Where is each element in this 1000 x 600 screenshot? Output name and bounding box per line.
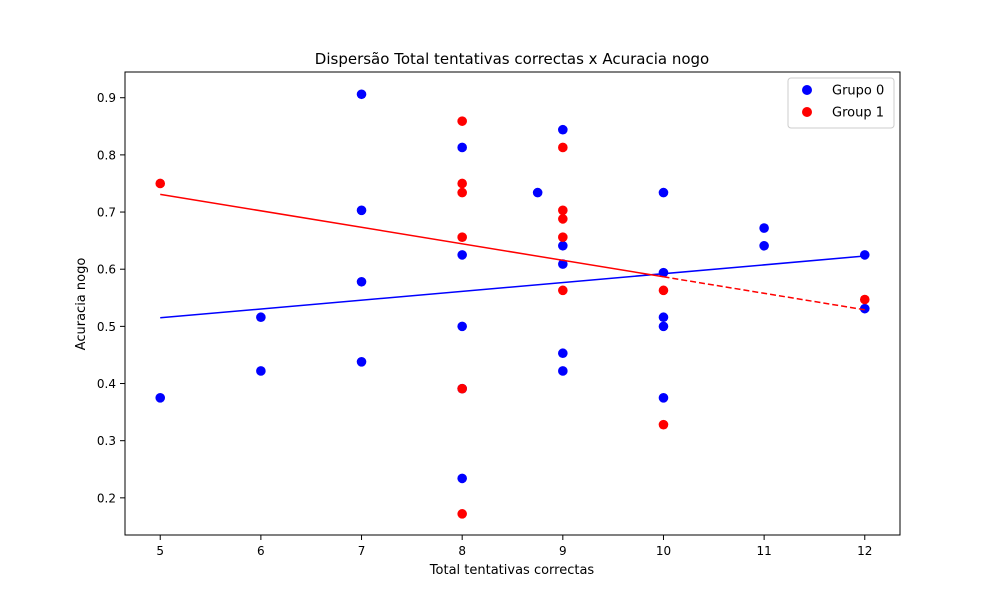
x-tick-label: 5: [156, 544, 164, 558]
data-point: [558, 142, 568, 153]
data-point: [457, 142, 467, 153]
x-tick-label: 9: [559, 544, 567, 558]
plot-area: [155, 89, 870, 519]
data-point: [457, 178, 467, 189]
y-axis-label: Acuracia nogo: [74, 258, 89, 351]
y-axis: 0.2 0.3 0.4 0.5 0.6 0.7 0.8 0.9: [97, 91, 125, 505]
chart-title: Dispersão Total tentativas correctas x A…: [315, 50, 709, 68]
data-point: [457, 383, 467, 394]
data-point: [658, 267, 669, 278]
x-tick-label: 8: [458, 544, 466, 558]
data-point: [658, 187, 669, 198]
data-point: [356, 276, 367, 287]
data-point: [356, 89, 367, 100]
data-point: [558, 214, 568, 224]
x-tick-label: 12: [857, 544, 872, 558]
data-point: [457, 321, 467, 332]
data-point: [558, 259, 568, 269]
data-point: [457, 116, 467, 126]
y-tick-label: 0.4: [97, 377, 116, 391]
legend-frame: [787, 77, 895, 129]
data-point: [558, 348, 568, 359]
x-tick-label: 7: [358, 544, 366, 558]
x-axis: 5 6 7 8 9 10 11 12: [156, 535, 872, 558]
data-point: [532, 187, 543, 198]
trend-line: [663, 276, 865, 311]
trend-line: [160, 255, 865, 319]
data-point: [759, 240, 769, 251]
data-point: [658, 419, 669, 430]
data-point: [558, 232, 568, 242]
data-point: [558, 205, 568, 216]
data-point: [558, 124, 568, 135]
data-point: [859, 303, 870, 314]
data-point: [155, 393, 166, 403]
y-tick-label: 0.2: [97, 491, 116, 505]
data-point: [759, 223, 769, 233]
data-point: [658, 285, 669, 296]
data-point: [457, 473, 467, 484]
data-point: [558, 240, 568, 251]
data-point: [457, 509, 467, 519]
legend-label-group-1: Group 1: [832, 106, 884, 121]
data-point: [658, 312, 669, 323]
data-point: [859, 250, 870, 260]
data-point: [457, 187, 467, 198]
data-point: [457, 232, 467, 242]
series-grupo-0: [155, 89, 870, 484]
data-point: [859, 294, 870, 305]
data-point: [356, 205, 367, 216]
x-tick-label: 11: [756, 544, 771, 558]
data-point: [256, 312, 266, 323]
data-point: [658, 321, 669, 332]
data-point: [256, 366, 266, 376]
legend-label-grupo-0: Grupo 0: [832, 84, 884, 99]
data-point: [155, 178, 166, 189]
series-group-1: [155, 116, 870, 519]
legend-marker-group-1: [802, 107, 812, 117]
data-point: [658, 393, 669, 403]
legend-marker-grupo-0: [802, 85, 812, 95]
x-axis-label: Total tentativas correctas: [429, 563, 595, 578]
y-tick-label: 0.6: [97, 263, 116, 277]
data-point: [356, 357, 367, 367]
legend: Grupo 0 Group 1: [787, 77, 895, 129]
x-tick-label: 10: [656, 544, 671, 558]
data-point: [558, 285, 568, 296]
data-point: [558, 366, 568, 376]
data-point: [457, 250, 467, 260]
y-tick-label: 0.7: [97, 206, 116, 220]
trend-line: [160, 193, 664, 278]
plot-frame: [124, 71, 901, 536]
y-tick-label: 0.8: [97, 148, 116, 162]
x-tick-label: 6: [257, 544, 265, 558]
y-tick-label: 0.3: [97, 434, 116, 448]
y-tick-label: 0.9: [97, 91, 116, 105]
y-tick-label: 0.5: [97, 320, 116, 334]
